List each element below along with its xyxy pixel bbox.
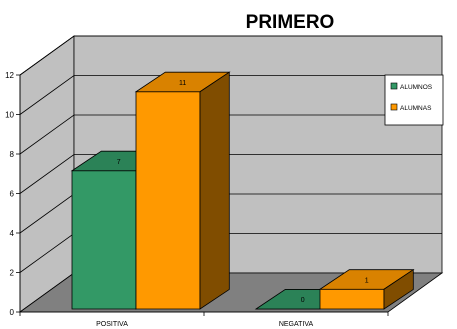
bar-front xyxy=(135,91,201,310)
data-labels: 7 11 0 1 xyxy=(117,80,369,304)
bars xyxy=(70,71,415,310)
chart-title: PRIMERO xyxy=(246,12,335,33)
bar-alumnas-positiva xyxy=(134,71,231,310)
data-label: 1 xyxy=(365,277,369,284)
y-tick-label: 8 xyxy=(10,150,15,159)
bar-front xyxy=(71,170,137,310)
y-tick-label: 12 xyxy=(5,71,14,80)
bar-alumnas-negativa xyxy=(318,268,415,310)
data-label: 7 xyxy=(117,159,121,166)
y-tick-label: 4 xyxy=(10,229,15,238)
legend-swatch xyxy=(390,82,398,90)
bar-front xyxy=(319,288,385,310)
gridline xyxy=(19,114,442,155)
y-tick-label: 2 xyxy=(10,269,15,278)
data-label: 0 xyxy=(301,297,305,304)
bar-side xyxy=(199,71,230,310)
gridline xyxy=(19,75,442,115)
legend-swatch xyxy=(390,103,398,111)
y-tick-label: 6 xyxy=(10,190,15,199)
legend: ALUMNOS ALUMNAS xyxy=(384,74,444,126)
x-tick-label-positiva: POSITIVA xyxy=(96,321,128,328)
gridline xyxy=(19,35,442,76)
legend-label: ALUMNAS xyxy=(400,105,432,112)
data-label: 11 xyxy=(179,80,186,87)
y-tick-label: 10 xyxy=(5,111,14,120)
x-tick-label-negativa: NEGATIVA xyxy=(279,321,314,328)
gridline xyxy=(19,154,442,194)
legend-label: ALUMNOS xyxy=(400,84,433,91)
legend-box xyxy=(384,74,444,126)
y-tick-label: 0 xyxy=(10,308,15,317)
bar-side xyxy=(383,268,414,310)
